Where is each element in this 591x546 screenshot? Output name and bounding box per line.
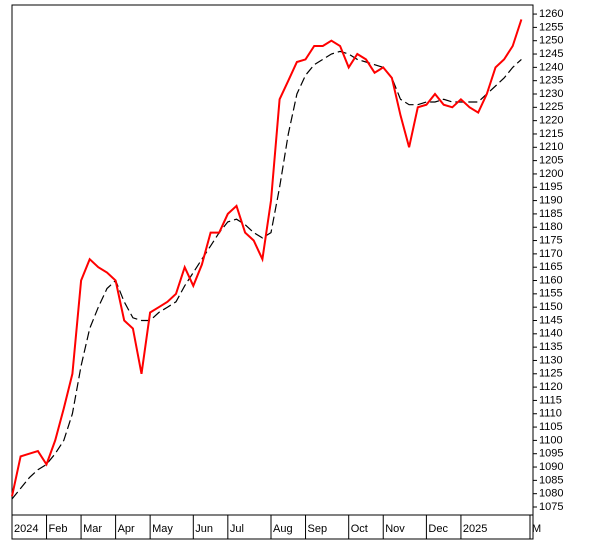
y-tick-label: 1120: [539, 381, 563, 393]
x-tick-label: M: [532, 523, 541, 535]
y-tick-label: 1140: [539, 328, 563, 340]
x-tick-label: Dec: [428, 523, 448, 535]
y-tick-label: 1105: [539, 421, 563, 433]
y-tick-label: 1110: [539, 408, 562, 420]
series-line: [11, 50, 522, 500]
y-tick-label: 1165: [539, 261, 563, 273]
y-tick-label: 1125: [539, 368, 563, 380]
y-tick-label: 1190: [539, 194, 563, 206]
x-tick-label: 2025: [463, 523, 487, 535]
x-tick-label: Apr: [118, 523, 135, 535]
y-tick-label: 1240: [539, 61, 563, 73]
y-tick-label: 1095: [539, 448, 563, 460]
y-tick-label: 1250: [539, 35, 563, 47]
y-tick-label: 1100: [539, 434, 563, 446]
y-tick-label: 1155: [539, 288, 563, 300]
x-tick-label: Mar: [83, 523, 102, 535]
y-tick-label: 1085: [539, 474, 563, 486]
x-tick-label: Oct: [351, 523, 368, 535]
y-tick-label: 1235: [539, 75, 563, 87]
y-tick-label: 1195: [539, 181, 563, 193]
x-tick-label: Jun: [195, 523, 213, 535]
y-tick-label: 1115: [539, 394, 562, 406]
x-tick-label: Feb: [49, 523, 68, 535]
x-tick-label: 2024: [14, 523, 38, 535]
x-tick-label: Nov: [385, 523, 405, 535]
y-tick-label: 1175: [539, 234, 563, 246]
y-tick-label: 1205: [539, 155, 563, 167]
y-tick-label: 1170: [539, 248, 563, 260]
y-tick-label: 1145: [539, 314, 563, 326]
series-line: [11, 19, 523, 497]
y-tick-label: 1090: [539, 461, 563, 473]
x-tick-label: May: [152, 523, 173, 535]
y-tick-label: 1255: [539, 21, 563, 33]
y-tick-label: 1245: [539, 48, 563, 60]
y-tick-label: 1220: [539, 115, 563, 127]
x-tick-label: Sep: [308, 523, 328, 535]
y-tick-label: 1230: [539, 88, 563, 100]
y-tick-label: 1180: [539, 221, 563, 233]
y-tick-label: 1080: [539, 488, 563, 500]
x-tick-label: Jul: [230, 523, 244, 535]
y-tick-label: 1160: [539, 274, 563, 286]
y-tick-label: 1135: [539, 341, 563, 353]
y-tick-label: 1210: [539, 141, 563, 153]
y-tick-label: 1130: [539, 354, 563, 366]
y-tick-label: 1075: [539, 501, 563, 513]
y-tick-label: 1185: [539, 208, 563, 220]
y-tick-label: 1150: [539, 301, 563, 313]
x-tick-label: Aug: [273, 523, 293, 535]
y-tick-label: 1200: [539, 168, 563, 180]
y-tick-label: 1225: [539, 101, 563, 113]
y-tick-label: 1260: [539, 8, 563, 20]
y-tick-label: 1215: [539, 128, 563, 140]
